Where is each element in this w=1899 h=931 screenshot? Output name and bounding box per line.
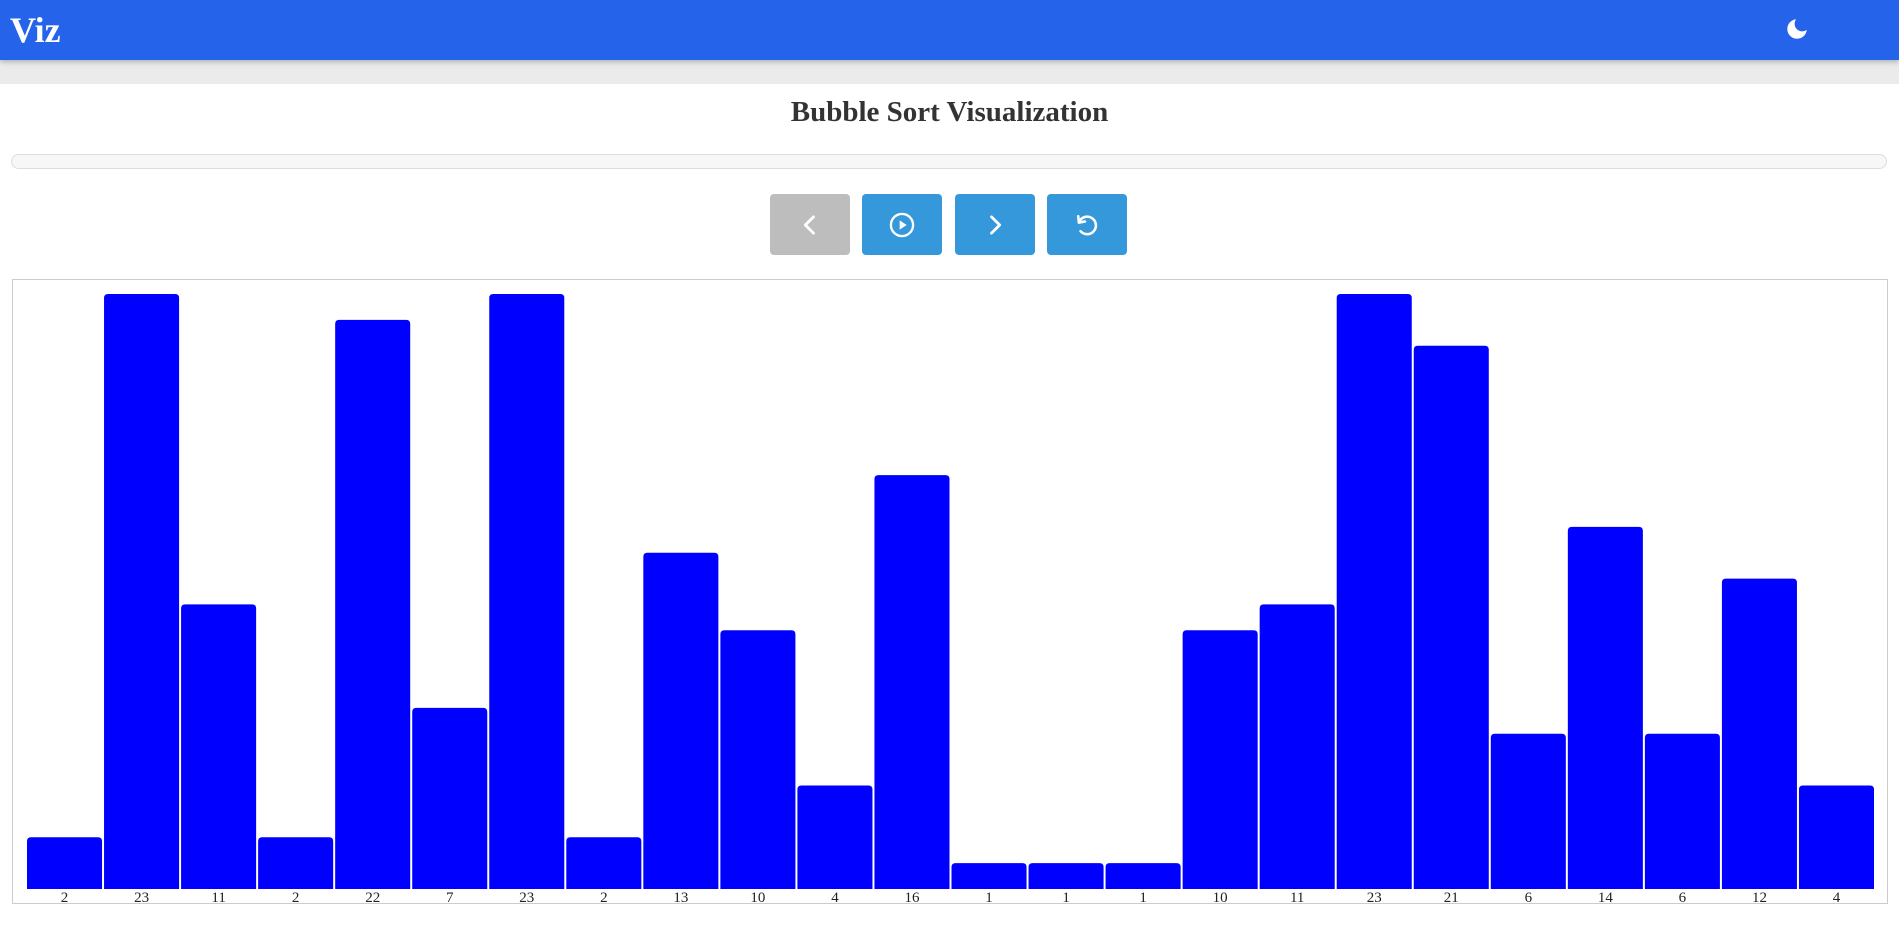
bar-14 [1105,863,1181,889]
bar-23 [1798,785,1874,889]
brand-logo[interactable]: Viz [10,10,61,50]
bar-18 [1413,345,1489,889]
bar-16 [1259,604,1335,889]
bar-label-2: 11 [211,890,225,903]
bar-label-1: 23 [134,890,149,903]
bar-2 [181,604,257,889]
bar-21 [1644,733,1720,889]
previous-step-button[interactable] [770,194,850,255]
play-circle-icon [889,212,915,237]
bar-label-21: 6 [1679,890,1687,903]
bar-label-18: 21 [1444,890,1459,903]
play-button[interactable] [862,194,942,255]
bar-10 [797,785,873,889]
page-title: Bubble Sort Visualization [790,96,1109,128]
bar-label-16: 11 [1290,890,1304,903]
app-header: Viz [0,0,1899,60]
bar-17 [1336,294,1412,889]
reset-button[interactable] [1047,194,1127,255]
bar-label-15: 10 [1213,890,1228,903]
bar-3 [258,837,334,889]
bar-19 [1490,733,1566,889]
bar-label-17: 23 [1367,890,1382,903]
bar-label-7: 2 [600,890,608,903]
bar-12 [951,863,1027,889]
theme-toggle-button[interactable] [1782,14,1812,44]
bar-label-0: 2 [61,890,68,903]
bar-label-4: 22 [365,890,380,903]
playback-controls [0,194,1899,255]
bar-chart: 2 23 11 2 22 7 23 2 13 10 4 16 1 1 1 10 11 23 21 6 14 6 12 4 [12,279,1888,904]
bar-8 [643,552,719,889]
bar-label-5: 7 [446,890,454,903]
bar-label-8: 13 [673,890,688,903]
next-step-button[interactable] [955,194,1035,255]
bar-11 [874,475,950,889]
moon-icon [1787,19,1807,39]
rotate-ccw-icon [1076,214,1098,235]
bar-chart-svg: 2 23 11 2 22 7 23 2 13 10 4 16 1 1 1 10 11 23 21 6 14 6 12 4 [27,294,1874,903]
bar-label-6: 23 [519,890,534,903]
bar-label-9: 10 [750,890,765,903]
bar-5 [412,707,488,889]
bar-20 [1567,526,1643,889]
bar-label-22: 12 [1752,890,1767,903]
chevron-left-icon [803,214,815,235]
bar-label-3: 2 [292,890,300,903]
bar-label-10: 4 [831,890,839,903]
bar-9 [720,630,796,889]
progress-bar [11,154,1887,169]
bar-label-14: 1 [1139,890,1147,903]
bar-label-20: 14 [1598,890,1614,903]
bar-7 [566,837,642,889]
bar-label-12: 1 [985,890,993,903]
bar-label-11: 16 [904,890,920,903]
bar-label-23: 4 [1833,890,1841,903]
bar-6 [489,294,565,889]
bar-4 [335,319,411,889]
bar-label-19: 6 [1525,890,1533,903]
bar-1 [104,294,180,889]
bar-label-13: 1 [1062,890,1070,903]
bar-13 [1028,863,1104,889]
toolbar-strip [0,60,1899,84]
bar-22 [1721,578,1797,889]
bar-0 [27,837,103,889]
bar-15 [1182,630,1258,889]
chevron-right-icon [990,214,1002,235]
